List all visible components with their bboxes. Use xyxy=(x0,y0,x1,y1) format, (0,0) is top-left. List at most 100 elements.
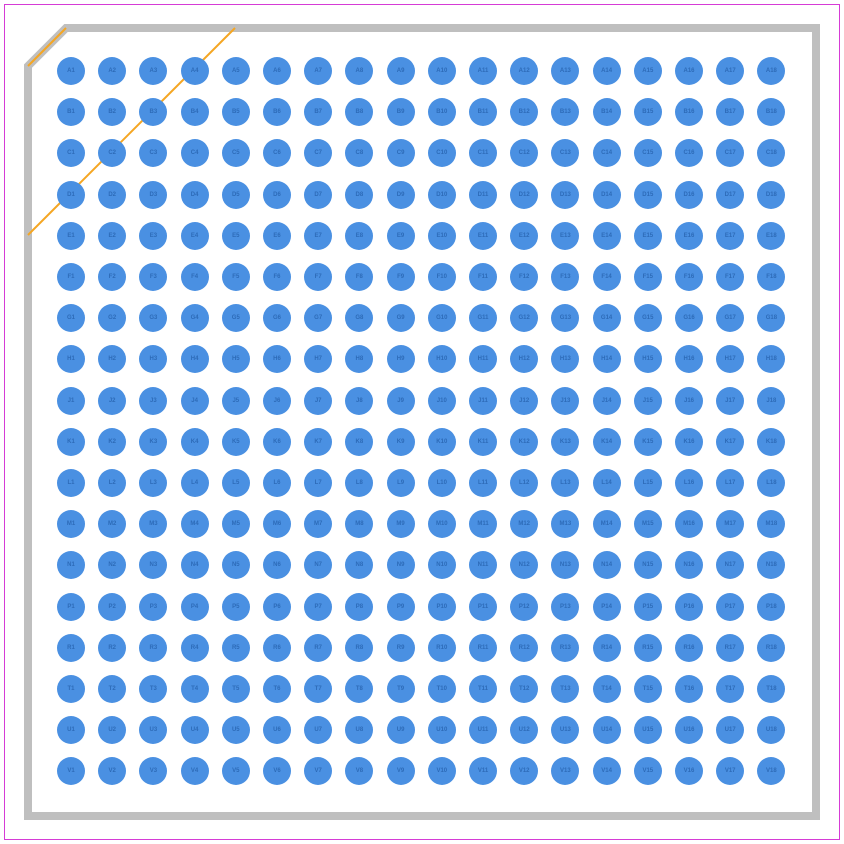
ball-label: A2 xyxy=(108,68,116,74)
ball-label: B12 xyxy=(519,109,530,115)
ball-k9: K9 xyxy=(387,428,415,456)
ball-label: T12 xyxy=(519,686,529,692)
ball-label: N10 xyxy=(436,562,447,568)
ball-j17: J17 xyxy=(716,387,744,415)
ball-label: U11 xyxy=(478,727,489,733)
ball-label: G16 xyxy=(683,315,694,321)
ball-j7: J7 xyxy=(304,387,332,415)
ball-l9: L9 xyxy=(387,469,415,497)
ball-d1: D1 xyxy=(57,181,85,209)
ball-u6: U6 xyxy=(263,716,291,744)
ball-b14: B14 xyxy=(593,98,621,126)
ball-e4: E4 xyxy=(181,222,209,250)
ball-label: D15 xyxy=(642,192,653,198)
ball-label: K7 xyxy=(314,439,322,445)
ball-label: V12 xyxy=(519,768,530,774)
ball-r3: R3 xyxy=(139,634,167,662)
ball-t11: T11 xyxy=(469,675,497,703)
ball-label: V16 xyxy=(684,768,695,774)
ball-label: N13 xyxy=(560,562,571,568)
ball-label: M1 xyxy=(67,521,75,527)
ball-m14: M14 xyxy=(593,510,621,538)
ball-label: R14 xyxy=(601,645,612,651)
ball-label: D11 xyxy=(478,192,489,198)
ball-label: R7 xyxy=(314,645,322,651)
ball-label: A4 xyxy=(191,68,199,74)
ball-a16: A16 xyxy=(675,57,703,85)
ball-p2: P2 xyxy=(98,593,126,621)
ball-label: E17 xyxy=(725,233,736,239)
ball-label: D3 xyxy=(150,192,158,198)
ball-a9: A9 xyxy=(387,57,415,85)
ball-n9: N9 xyxy=(387,551,415,579)
ball-b6: B6 xyxy=(263,98,291,126)
ball-label: N12 xyxy=(519,562,530,568)
ball-label: R17 xyxy=(725,645,736,651)
ball-label: B9 xyxy=(397,109,405,115)
ball-label: F6 xyxy=(273,274,280,280)
ball-t7: T7 xyxy=(304,675,332,703)
ball-d11: D11 xyxy=(469,181,497,209)
ball-t6: T6 xyxy=(263,675,291,703)
ball-j9: J9 xyxy=(387,387,415,415)
ball-label: J14 xyxy=(602,398,612,404)
ball-e11: E11 xyxy=(469,222,497,250)
ball-label: M15 xyxy=(642,521,654,527)
ball-e8: E8 xyxy=(345,222,373,250)
ball-label: C16 xyxy=(683,150,694,156)
ball-label: C6 xyxy=(273,150,281,156)
ball-g5: G5 xyxy=(222,304,250,332)
ball-label: E11 xyxy=(478,233,488,239)
ball-label: R12 xyxy=(519,645,530,651)
ball-label: B15 xyxy=(642,109,653,115)
ball-u1: U1 xyxy=(57,716,85,744)
ball-label: L7 xyxy=(315,480,322,486)
ball-p15: P15 xyxy=(634,593,662,621)
ball-l2: L2 xyxy=(98,469,126,497)
ball-label: V2 xyxy=(109,768,116,774)
ball-label: P10 xyxy=(436,604,447,610)
ball-label: R4 xyxy=(191,645,199,651)
ball-label: J12 xyxy=(519,398,529,404)
ball-label: U12 xyxy=(519,727,530,733)
ball-label: F16 xyxy=(684,274,694,280)
ball-label: K14 xyxy=(601,439,612,445)
ball-label: F7 xyxy=(315,274,322,280)
ball-label: L5 xyxy=(232,480,239,486)
ball-u11: U11 xyxy=(469,716,497,744)
ball-r9: R9 xyxy=(387,634,415,662)
ball-label: V8 xyxy=(356,768,363,774)
ball-label: H2 xyxy=(108,356,116,362)
ball-label: H15 xyxy=(642,356,653,362)
ball-m15: M15 xyxy=(634,510,662,538)
ball-label: M14 xyxy=(601,521,613,527)
ball-j8: J8 xyxy=(345,387,373,415)
ball-label: D6 xyxy=(273,192,281,198)
ball-t16: T16 xyxy=(675,675,703,703)
ball-label: A5 xyxy=(232,68,240,74)
ball-label: A15 xyxy=(642,68,653,74)
ball-label: T2 xyxy=(109,686,116,692)
ball-r11: R11 xyxy=(469,634,497,662)
ball-label: L1 xyxy=(67,480,74,486)
ball-d9: D9 xyxy=(387,181,415,209)
ball-label: B3 xyxy=(150,109,158,115)
ball-label: T10 xyxy=(437,686,447,692)
ball-label: T13 xyxy=(560,686,570,692)
ball-b11: B11 xyxy=(469,98,497,126)
ball-label: G12 xyxy=(519,315,530,321)
ball-label: P11 xyxy=(478,604,488,610)
ball-k6: K6 xyxy=(263,428,291,456)
ball-label: N9 xyxy=(397,562,405,568)
ball-g14: G14 xyxy=(593,304,621,332)
ball-r15: R15 xyxy=(634,634,662,662)
ball-label: U8 xyxy=(356,727,364,733)
ball-r2: R2 xyxy=(98,634,126,662)
ball-label: A11 xyxy=(478,68,489,74)
ball-d15: D15 xyxy=(634,181,662,209)
ball-a11: A11 xyxy=(469,57,497,85)
ball-label: H11 xyxy=(478,356,489,362)
ball-l16: L16 xyxy=(675,469,703,497)
ball-n14: N14 xyxy=(593,551,621,579)
ball-label: K2 xyxy=(108,439,116,445)
